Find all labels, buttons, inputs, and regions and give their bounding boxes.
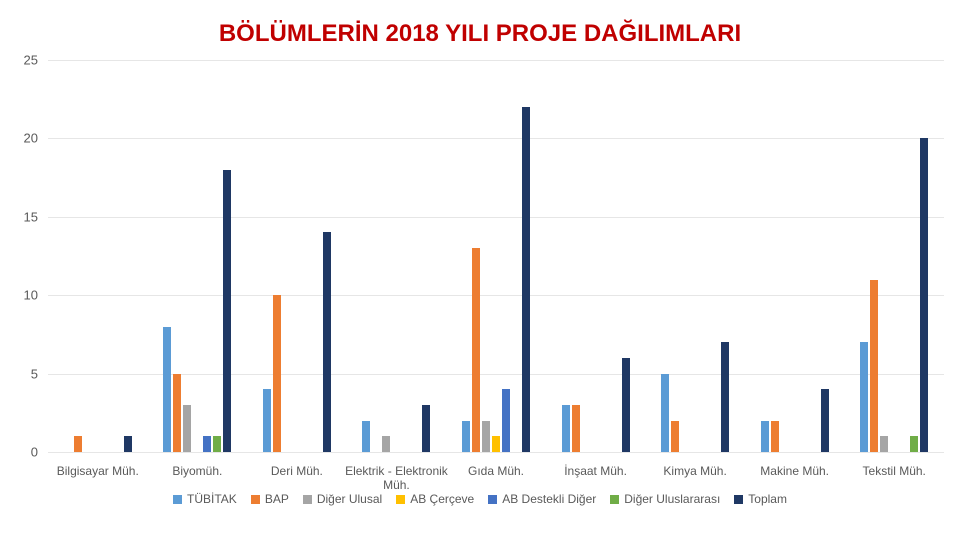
bar xyxy=(671,421,679,452)
bar-group xyxy=(148,60,248,452)
legend: TÜBİTAK BAP Diğer Ulusal AB Çerçeve AB Deste… xyxy=(120,492,840,506)
legend-label: TÜBİTAK xyxy=(187,492,237,506)
legend-swatch xyxy=(734,495,743,504)
bar xyxy=(920,138,928,452)
bar-group xyxy=(247,60,347,452)
bar-group xyxy=(48,60,148,452)
bar-group xyxy=(844,60,944,452)
legend-swatch xyxy=(610,495,619,504)
legend-item: AB Çerçeve xyxy=(396,492,474,506)
legend-swatch xyxy=(303,495,312,504)
bar xyxy=(223,170,231,452)
legend-item: AB Destekli Diğer xyxy=(488,492,596,506)
bar xyxy=(721,342,729,452)
legend-swatch xyxy=(173,495,182,504)
bar xyxy=(771,421,779,452)
legend-item: TÜBİTAK xyxy=(173,492,237,506)
x-tick-label: Elektrik - Elektronik Müh. xyxy=(344,464,450,492)
bar xyxy=(761,421,769,452)
legend-swatch xyxy=(488,495,497,504)
x-tick-label: Biyomüh. xyxy=(172,464,222,478)
bar-group xyxy=(347,60,447,452)
bar xyxy=(462,421,470,452)
bar xyxy=(203,436,211,452)
chart-title: BÖLÜMLERİN 2018 YILI PROJE DAĞILIMLARI xyxy=(0,20,960,48)
bar xyxy=(183,405,191,452)
y-tick-label: 20 xyxy=(0,131,38,146)
legend-swatch xyxy=(396,495,405,504)
y-tick-label: 5 xyxy=(0,366,38,381)
bar xyxy=(323,232,331,452)
bar xyxy=(562,405,570,452)
bar xyxy=(502,389,510,452)
bar xyxy=(870,280,878,452)
bar xyxy=(263,389,271,452)
bar-group xyxy=(645,60,745,452)
bar xyxy=(910,436,918,452)
bar xyxy=(821,389,829,452)
x-tick-label: Bilgisayar Müh. xyxy=(57,464,139,478)
bar xyxy=(661,374,669,452)
legend-label: AB Çerçeve xyxy=(410,492,474,506)
bar xyxy=(860,342,868,452)
x-tick-label: Deri Müh. xyxy=(271,464,323,478)
legend-item: Diğer Uluslararası xyxy=(610,492,720,506)
bar xyxy=(382,436,390,452)
bar-group xyxy=(546,60,646,452)
legend-item: Diğer Ulusal xyxy=(303,492,382,506)
bar xyxy=(273,295,281,452)
x-tick-label: Gıda Müh. xyxy=(468,464,524,478)
bar xyxy=(124,436,132,452)
bar xyxy=(572,405,580,452)
bar xyxy=(880,436,888,452)
x-tick-label: Tekstil Müh. xyxy=(863,464,926,478)
y-tick-label: 25 xyxy=(0,53,38,68)
x-tick-label: İnşaat Müh. xyxy=(564,464,627,478)
legend-item: Toplam xyxy=(734,492,787,506)
legend-item: BAP xyxy=(251,492,289,506)
y-tick-label: 10 xyxy=(0,288,38,303)
bar xyxy=(422,405,430,452)
legend-label: Diğer Ulusal xyxy=(317,492,382,506)
legend-label: Toplam xyxy=(748,492,787,506)
bar xyxy=(622,358,630,452)
bar xyxy=(163,327,171,452)
plot-area xyxy=(48,60,944,452)
bar xyxy=(213,436,221,452)
chart-container: BÖLÜMLERİN 2018 YILI PROJE DAĞILIMLARI 0… xyxy=(0,0,960,540)
bar xyxy=(492,436,500,452)
bar-group xyxy=(745,60,845,452)
bar xyxy=(522,107,530,452)
y-tick-label: 15 xyxy=(0,209,38,224)
legend-label: AB Destekli Diğer xyxy=(502,492,596,506)
bar xyxy=(482,421,490,452)
legend-label: BAP xyxy=(265,492,289,506)
x-tick-label: Makine Müh. xyxy=(760,464,829,478)
x-tick-label: Kimya Müh. xyxy=(663,464,726,478)
gridline xyxy=(48,452,944,453)
bar-group xyxy=(446,60,546,452)
bar xyxy=(362,421,370,452)
legend-label: Diğer Uluslararası xyxy=(624,492,720,506)
legend-swatch xyxy=(251,495,260,504)
y-tick-label: 0 xyxy=(0,445,38,460)
bars-layer xyxy=(48,60,944,452)
bar xyxy=(173,374,181,452)
bar xyxy=(74,436,82,452)
bar xyxy=(472,248,480,452)
